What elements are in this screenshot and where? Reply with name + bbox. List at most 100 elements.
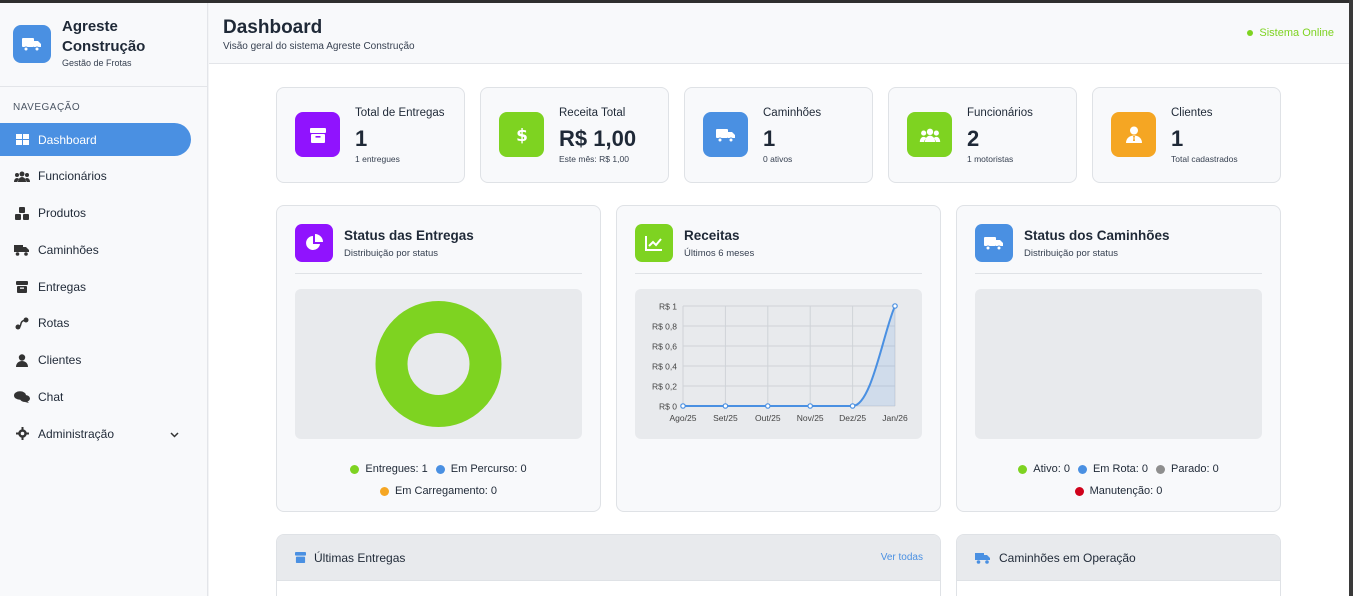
legend-dot-icon — [435, 464, 445, 474]
sidebar-item-produtos[interactable]: Produtos — [0, 197, 191, 230]
panel-revenue: Receitas Últimos 6 meses R$ 0 R$ 0,2 R$ 0,… — [616, 205, 941, 512]
status-dot-icon — [1247, 30, 1254, 36]
data-point[interactable] — [892, 303, 898, 309]
stat-label: Receita Total — [559, 107, 626, 119]
panel-title: Status das Entregas — [344, 228, 474, 243]
legend-item-ativo[interactable]: Ativo: 0 — [1018, 463, 1070, 475]
page-title: Dashboard — [223, 17, 323, 38]
grid-icon — [14, 133, 30, 147]
data-point[interactable] — [722, 403, 729, 409]
status-text: Sistema Online — [1259, 27, 1334, 39]
scrollbar[interactable] — [1349, 0, 1353, 596]
panel-subtitle: Distribuição por status — [1024, 248, 1118, 259]
sidebar-item-clientes[interactable]: Clientes — [0, 344, 191, 377]
boxes-icon — [14, 206, 30, 220]
sidebar-item-caminhoes[interactable]: Caminhões — [0, 233, 191, 266]
y-tick-label: R$ 0,4 — [652, 362, 677, 372]
legend-label: Manutenção: 0 — [1089, 485, 1163, 497]
truck-icon — [14, 243, 30, 257]
legend-dot-icon — [350, 464, 360, 474]
route-icon — [14, 316, 30, 330]
pie-chart-icon — [295, 224, 333, 262]
stat-card-entregas[interactable]: Total de Entregas 1 1 entregues — [276, 87, 465, 183]
line-chart-icon — [635, 224, 673, 262]
x-tick-label: Dez/25 — [839, 413, 866, 423]
legend-item-em-percurso[interactable]: Em Percurso: 0 — [435, 463, 527, 475]
legend-label: Em Percurso: 0 — [450, 463, 527, 475]
truck-icon — [975, 224, 1013, 262]
stat-label: Funcionários — [967, 107, 1033, 119]
chart-legend: Entregues: 1 Em Percurso: 0 Em Carregame… — [277, 458, 600, 502]
panel-subtitle: Distribuição por status — [344, 248, 438, 259]
chevron-down-icon[interactable] — [170, 427, 179, 441]
nav-section-title: NAVEGAÇÃO — [13, 102, 81, 113]
stat-value: 1 — [355, 126, 368, 151]
y-tick-label: R$ 0,6 — [652, 342, 677, 352]
card-title: Caminhões em Operação — [999, 550, 1136, 565]
stat-sub: 1 motoristas — [967, 154, 1014, 164]
donut-slice-entregues[interactable] — [375, 301, 502, 427]
card-header: Caminhões em Operação — [957, 535, 1280, 581]
panel-header: Status das Entregas Distribuição por sta… — [295, 224, 582, 274]
data-point[interactable] — [849, 403, 856, 409]
data-point[interactable] — [807, 403, 814, 409]
sidebar-item-entregas[interactable]: Entregas — [0, 270, 191, 303]
y-tick-label: R$ 0 — [659, 402, 677, 412]
brand[interactable]: Agreste Construção Gestão de Frotas — [0, 3, 207, 87]
sidebar-item-dashboard[interactable]: Dashboard — [0, 123, 191, 156]
stat-card-receita[interactable]: $ Receita Total R$ 1,00 Este mês: R$ 1,0… — [480, 87, 669, 183]
panel-subtitle: Últimos 6 meses — [684, 248, 755, 259]
legend-item-parado[interactable]: Parado: 0 — [1156, 463, 1219, 475]
sidebar-item-label: Rotas — [38, 316, 70, 331]
y-tick-label: R$ 0,8 — [652, 322, 677, 332]
stat-card-clientes[interactable]: Clientes 1 Total cadastrados — [1092, 87, 1281, 183]
plot-area — [683, 306, 895, 406]
users-icon — [907, 112, 952, 157]
sidebar-item-rotas[interactable]: Rotas — [0, 307, 191, 340]
sidebar-item-label: Clientes — [38, 353, 82, 368]
trucks-in-operation-card: Caminhões em Operação — [956, 534, 1281, 596]
sidebar-item-chat[interactable]: Chat — [0, 381, 191, 414]
sidebar-item-administracao[interactable]: Administração — [0, 417, 191, 450]
stat-sub: Total cadastrados — [1171, 154, 1238, 164]
box-icon — [295, 112, 340, 157]
panel-header: Receitas Últimos 6 meses — [635, 224, 922, 274]
delivery-chart — [295, 289, 582, 439]
stat-value: 2 — [967, 126, 980, 151]
data-point[interactable] — [765, 403, 771, 409]
stat-value: R$ 1,00 — [559, 126, 637, 151]
revenue-chart: R$ 0 R$ 0,2 R$ 0,4 R$ 0,6 R$ 0,8 R$ 1 Ago/25 Se… — [635, 289, 922, 439]
x-tick-label: Jan/26 — [882, 413, 908, 423]
data-point[interactable] — [680, 403, 686, 409]
card-header: Últimas Entregas Ver todas — [277, 535, 940, 581]
legend-label: Parado: 0 — [1171, 463, 1219, 475]
status-badge: Sistema Online — [1247, 27, 1334, 39]
legend-label: Ativo: 0 — [1033, 463, 1070, 475]
chart-legend: Ativo: 0 Em Rota: 0 Parado: 0 Manutenção… — [957, 458, 1280, 502]
see-all-link[interactable]: Ver todas — [880, 552, 923, 563]
legend-item-em-rota[interactable]: Em Rota: 0 — [1077, 463, 1148, 475]
panel-delivery-status: Status das Entregas Distribuição por sta… — [276, 205, 601, 512]
sidebar-item-funcionarios[interactable]: Funcionários — [0, 160, 191, 193]
legend-dot-icon — [1074, 486, 1084, 496]
box-icon — [14, 280, 30, 294]
card-title: Últimas Entregas — [314, 550, 406, 565]
card-body — [277, 581, 940, 596]
sidebar-item-label: Chat — [38, 390, 64, 405]
gear-icon — [14, 427, 30, 441]
page-subtitle: Visão geral do sistema Agreste Construçã… — [223, 41, 415, 52]
legend-label: Entregues: 1 — [365, 463, 428, 475]
panel-title: Receitas — [684, 228, 740, 243]
sidebar-item-label: Administração — [38, 426, 115, 441]
stat-sub: Este mês: R$ 1,00 — [559, 154, 629, 164]
legend-item-entregues[interactable]: Entregues: 1 — [350, 463, 428, 475]
x-tick-label: Out/25 — [755, 413, 781, 423]
legend-item-manutencao[interactable]: Manutenção: 0 — [1074, 485, 1163, 497]
legend-dot-icon — [379, 486, 389, 496]
stat-card-caminhoes[interactable]: Caminhões 1 0 ativos — [684, 87, 873, 183]
x-tick-label: Ago/25 — [670, 413, 697, 423]
stat-value: 1 — [763, 126, 776, 151]
truck-icon — [703, 112, 748, 157]
legend-item-em-carregamento[interactable]: Em Carregamento: 0 — [379, 485, 497, 497]
stat-card-funcionarios[interactable]: Funcionários 2 1 motoristas — [888, 87, 1077, 183]
